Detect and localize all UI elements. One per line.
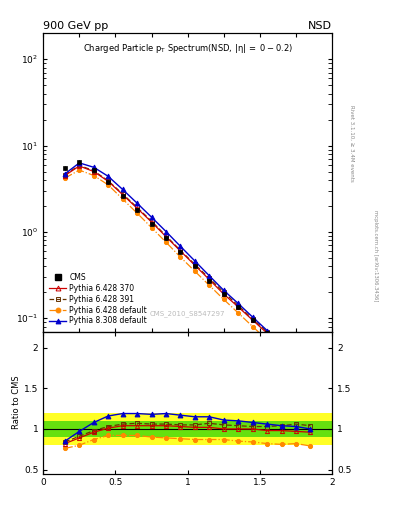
Text: 900 GeV pp: 900 GeV pp — [43, 20, 108, 31]
Text: CMS_2010_S8547297: CMS_2010_S8547297 — [150, 310, 226, 316]
Legend: CMS, Pythia 6.428 370, Pythia 6.428 391, Pythia 6.428 default, Pythia 8.308 defa: CMS, Pythia 6.428 370, Pythia 6.428 391,… — [47, 270, 149, 328]
Bar — [43, 413, 332, 445]
Text: Rivet 3.1.10, ≥ 3.4M events: Rivet 3.1.10, ≥ 3.4M events — [349, 105, 354, 182]
Bar — [43, 421, 332, 437]
Y-axis label: Ratio to CMS: Ratio to CMS — [12, 376, 21, 430]
Text: Charged Particle $\mathregular{p_T}$ Spectrum$\mathregular{(NSD,\,|\eta|\,=\,\,0: Charged Particle $\mathregular{p_T}$ Spe… — [83, 42, 293, 55]
Text: mcplots.cern.ch [arXiv:1306.3436]: mcplots.cern.ch [arXiv:1306.3436] — [373, 210, 378, 302]
Text: NSD: NSD — [308, 20, 332, 31]
